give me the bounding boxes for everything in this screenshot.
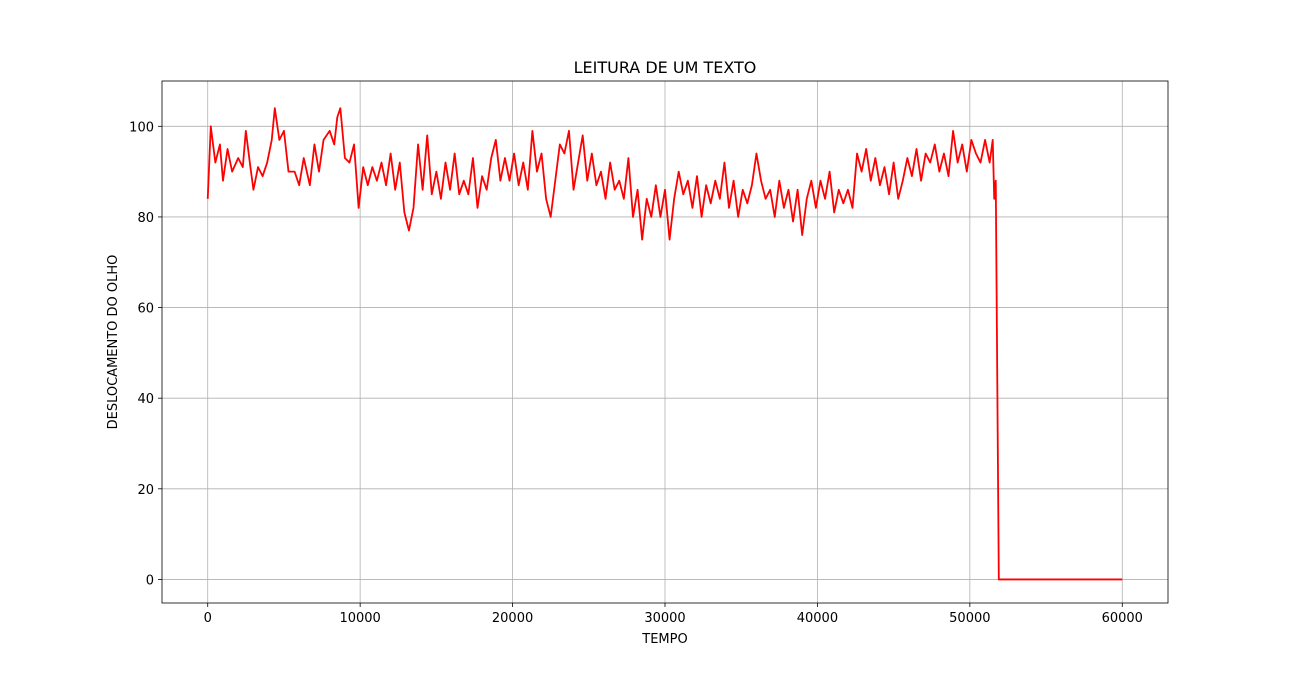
y-tick-label: 80: [137, 211, 154, 226]
x-axis-label: TEMPO: [641, 632, 687, 647]
x-tick-label: 60000: [1102, 611, 1143, 626]
data-line: [206, 107, 1123, 581]
x-tick-label: 10000: [339, 611, 380, 626]
y-tick-label: 60: [137, 302, 154, 317]
x-tick-label: 20000: [492, 611, 533, 626]
y-tick-label: 100: [129, 120, 154, 135]
y-tick-label: 0: [146, 573, 154, 588]
x-tick-label: 40000: [797, 611, 838, 626]
x-tick-label: 50000: [949, 611, 990, 626]
plot-frame: [161, 80, 1169, 604]
y-tick-label: 40: [137, 392, 154, 407]
y-axis-label: DESLOCAMENTO DO OLHO: [106, 255, 121, 430]
x-tick-label: 0: [204, 611, 212, 626]
x-tick-label: 30000: [644, 611, 685, 626]
chart-title: LEITURA DE UM TEXTO: [574, 58, 757, 77]
y-tick-label: 20: [137, 483, 154, 498]
